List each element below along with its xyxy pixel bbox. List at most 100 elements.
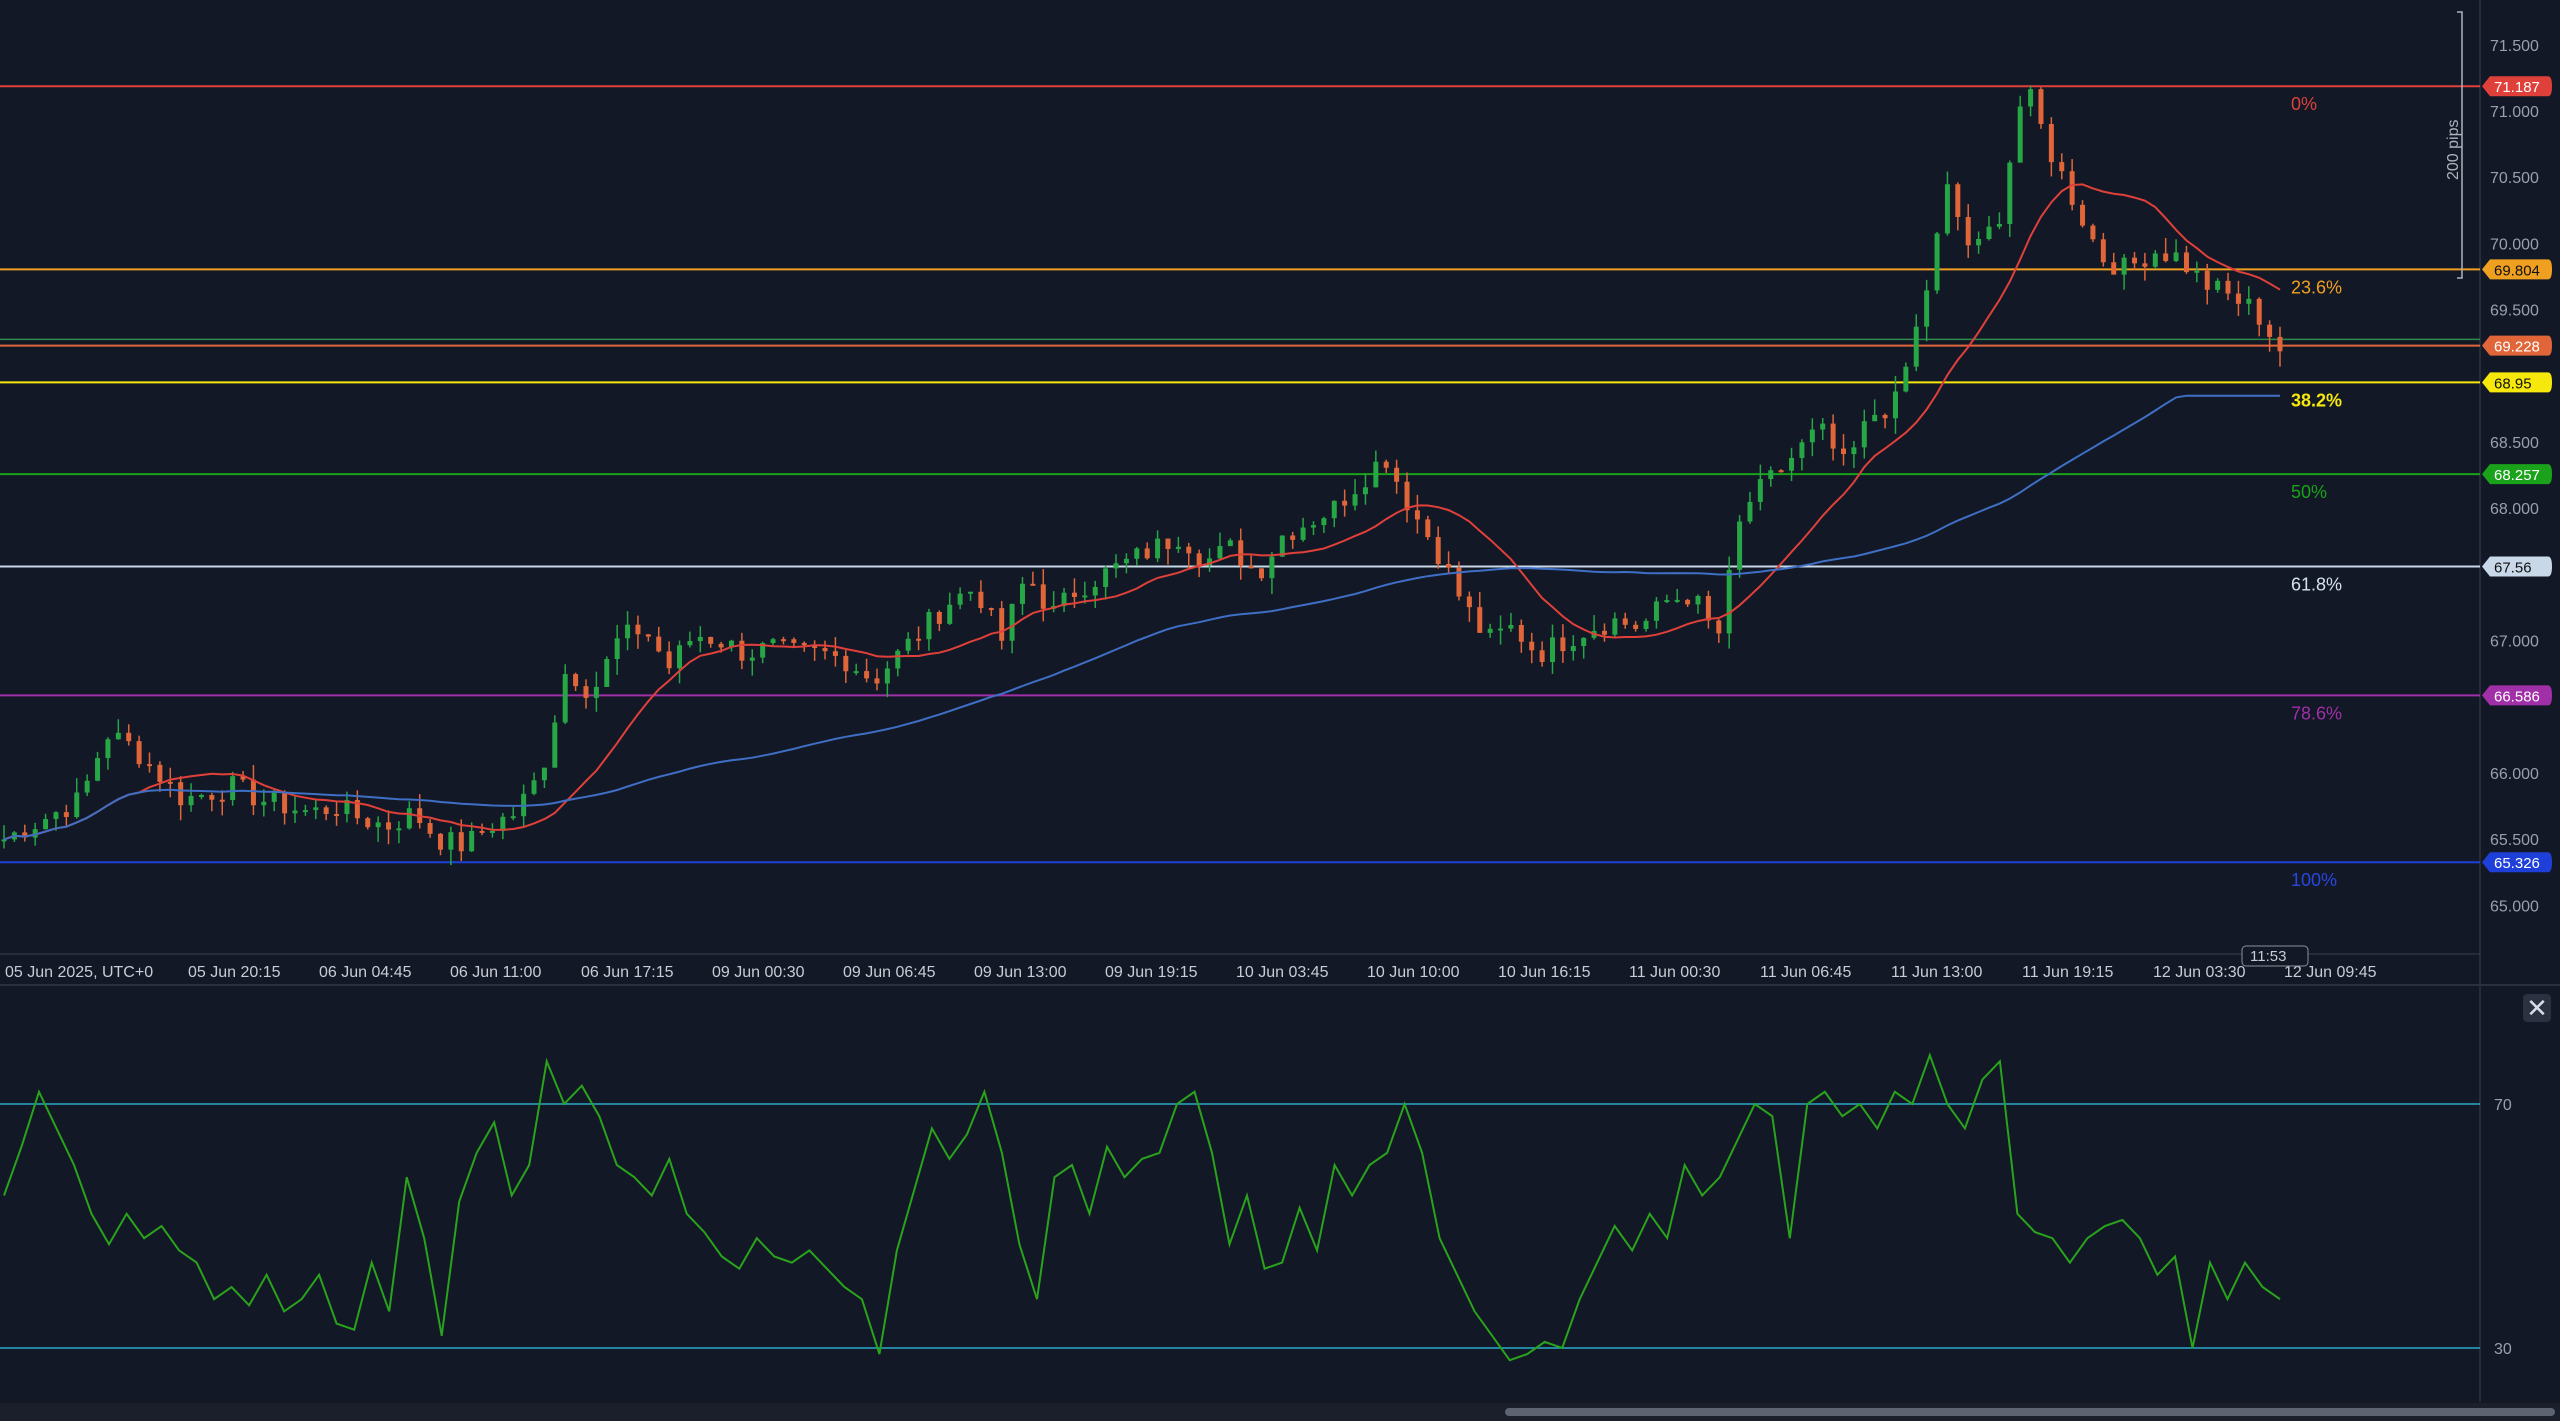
candle-body xyxy=(1924,290,1930,327)
candle-body xyxy=(1342,500,1348,506)
y-tick-label: 65.000 xyxy=(2490,898,2539,915)
candle-body xyxy=(593,686,599,698)
candle-body xyxy=(1487,628,1493,633)
candle-body xyxy=(968,591,974,594)
candle-body xyxy=(354,799,360,819)
candle-body xyxy=(178,782,184,806)
candle-body xyxy=(230,776,236,801)
candle-body xyxy=(1238,540,1244,566)
candle-body xyxy=(1082,595,1088,598)
candle-body xyxy=(2142,263,2148,267)
candle-body xyxy=(375,822,381,828)
candle-body xyxy=(32,829,38,838)
candle-body xyxy=(552,722,558,768)
price-badge xyxy=(2482,464,2552,485)
candle-body xyxy=(2215,280,2221,290)
candle-body xyxy=(2246,298,2252,304)
price-badge xyxy=(2482,259,2552,280)
candle-body xyxy=(1279,535,1285,557)
fib-level-label: 50% xyxy=(2291,482,2327,502)
candle-body xyxy=(1061,592,1067,606)
candle-body xyxy=(1944,184,1950,234)
candle-body xyxy=(1664,600,1670,603)
candle-body xyxy=(936,612,942,624)
candle-body xyxy=(1227,540,1233,547)
candle-body xyxy=(1103,568,1109,587)
candle-body xyxy=(853,671,859,674)
candle-body xyxy=(1934,233,1940,291)
cursor-time-label: 11:53 xyxy=(2250,948,2286,965)
price-badge xyxy=(2482,372,2552,393)
close-icon: ✕ xyxy=(2526,993,2548,1023)
candle-body xyxy=(1,839,7,842)
candle-body xyxy=(2267,324,2273,337)
candle-body xyxy=(365,818,371,828)
candle-body xyxy=(1498,628,1504,631)
candle-body xyxy=(53,812,59,820)
candle-body xyxy=(1861,421,1867,448)
candle-body xyxy=(1789,457,1795,471)
candle-body xyxy=(926,612,932,640)
candle-body xyxy=(884,668,890,684)
candle-body xyxy=(1768,470,1774,480)
candle-body xyxy=(302,810,308,813)
candle-body xyxy=(895,650,901,669)
candle-body xyxy=(614,638,620,660)
candle-body xyxy=(1747,501,1753,522)
price-badge-text: 67.56 xyxy=(2494,559,2532,576)
candle-body xyxy=(1976,239,1982,246)
candle-body xyxy=(760,643,766,658)
candle-body xyxy=(188,795,194,806)
candle-body xyxy=(905,638,911,651)
candle-body xyxy=(386,822,392,830)
candle-body xyxy=(957,593,963,605)
candle-body xyxy=(874,678,880,684)
x-tick-label: 11 Jun 00:30 xyxy=(1629,964,1720,981)
candle-body xyxy=(1612,618,1618,635)
candle-body xyxy=(1040,584,1046,609)
candle-body xyxy=(1913,326,1919,367)
rsi-tick-label: 30 xyxy=(2494,1341,2512,1358)
candle-body xyxy=(1362,487,1368,495)
candle-body xyxy=(1996,223,2002,227)
candle-body xyxy=(1737,521,1743,570)
candle-body xyxy=(469,830,475,852)
candle-body xyxy=(2235,293,2241,304)
candle-body xyxy=(292,810,298,814)
candle-body xyxy=(625,624,631,639)
candle-body xyxy=(157,764,163,782)
candle-body xyxy=(2017,106,2023,163)
candle-body xyxy=(1726,569,1732,634)
candle-body xyxy=(1092,586,1098,596)
candle-body xyxy=(261,801,267,806)
candle-body xyxy=(209,795,215,800)
candle-body xyxy=(1404,481,1410,511)
candle-body xyxy=(136,741,142,765)
horizontal-scrollbar[interactable] xyxy=(0,1403,2560,1421)
price-badge xyxy=(2482,335,2552,356)
y-tick-label: 66.000 xyxy=(2490,766,2539,783)
candle-body xyxy=(1259,568,1265,579)
candle-body xyxy=(1331,500,1337,519)
candle-body xyxy=(1394,467,1400,482)
candle-body xyxy=(1290,535,1296,540)
candle-body xyxy=(656,636,662,652)
x-tick-label: 12 Jun 09:45 xyxy=(2284,964,2377,981)
ma-fast-line xyxy=(3,183,2281,841)
candle-body xyxy=(687,641,693,646)
candle-body xyxy=(1477,607,1483,633)
candle-body xyxy=(167,781,173,784)
fib-level-label: 100% xyxy=(2291,870,2337,890)
close-indicator-button[interactable]: ✕ xyxy=(2523,994,2551,1022)
x-tick-label: 06 Jun 04:45 xyxy=(319,964,412,981)
candle-body xyxy=(1352,494,1358,506)
candle-body xyxy=(2194,270,2200,273)
candle-body xyxy=(780,639,786,642)
candle-body xyxy=(739,640,745,661)
candle-body xyxy=(791,639,797,643)
scrollbar-thumb[interactable] xyxy=(1505,1408,2555,1416)
candle-body xyxy=(1539,650,1545,662)
candle-body xyxy=(1695,595,1701,605)
